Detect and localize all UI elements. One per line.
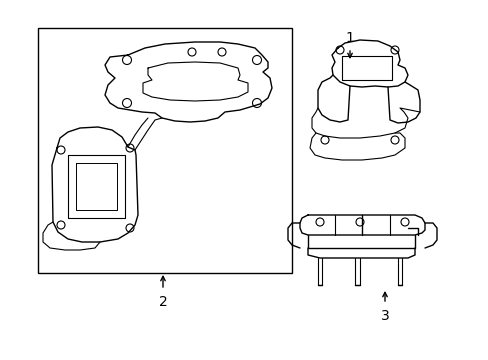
Text: 2: 2 bbox=[158, 295, 167, 309]
Text: 1: 1 bbox=[345, 31, 354, 45]
Bar bbox=[38, 28, 291, 273]
Text: 3: 3 bbox=[380, 309, 388, 323]
